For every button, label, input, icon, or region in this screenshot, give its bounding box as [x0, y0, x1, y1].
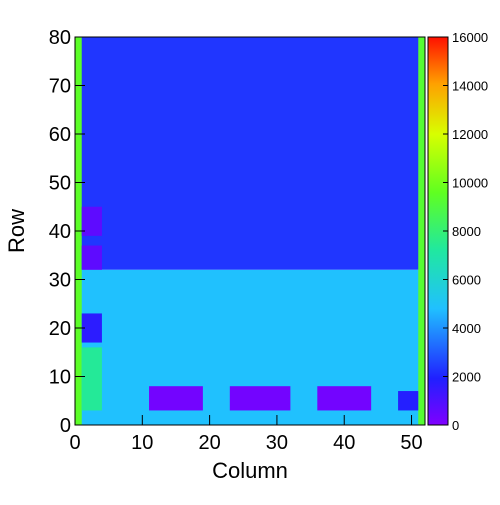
heatmap-cells [75, 37, 425, 425]
colorbar-tick-label: 2000 [452, 370, 481, 385]
y-tick-label: 50 [49, 173, 71, 195]
colorbar-tick-label: 4000 [452, 321, 481, 336]
heatmap-cell-bottom-purple-block-2 [229, 386, 291, 411]
colorbar-tick-label: 12000 [452, 127, 488, 142]
x-tick-label: 20 [198, 432, 220, 454]
colorbar-tick-label: 0 [452, 418, 459, 433]
colorbar-tick-label: 8000 [452, 224, 481, 239]
y-axis-title: Row [4, 209, 29, 253]
heatmap-cell-bottom-right-blue-block [398, 391, 419, 411]
x-tick-label: 50 [400, 432, 422, 454]
x-tick-label: 30 [266, 432, 288, 454]
y-tick-label: 60 [49, 124, 71, 146]
heatmap-cell-bottom-purple-block-1 [149, 386, 203, 411]
y-tick-label: 40 [49, 221, 71, 243]
colorbar-tick-label: 10000 [452, 176, 488, 191]
y-tick-label: 30 [49, 270, 71, 292]
y-axis: 0 10 20 30 40 50 60 70 80 [49, 27, 85, 437]
heatmap-cell-right-edge-strip [418, 37, 425, 425]
y-tick-label: 70 [49, 76, 71, 98]
y-tick-label: 0 [60, 415, 71, 437]
y-tick-label: 20 [49, 318, 71, 340]
y-tick-label: 10 [49, 367, 71, 389]
heatmap-cell-left-blue-block [81, 313, 102, 343]
x-axis: 0 10 20 30 40 50 [69, 415, 423, 454]
x-tick-label: 40 [333, 432, 355, 454]
heatmap-cell-bottom-purple-block-3 [317, 386, 372, 411]
x-tick-label: 0 [69, 432, 80, 454]
y-tick-label: 80 [49, 27, 71, 49]
x-tick-label: 10 [131, 432, 153, 454]
colorbar-tick-label: 14000 [452, 79, 488, 94]
colorbar-tick-label: 6000 [452, 273, 481, 288]
colorbar-axis: 0 2000 4000 6000 8000 10000 12000 14000 16000 [443, 30, 488, 433]
colorbar-tick-label: 16000 [452, 30, 488, 45]
x-axis-title: Column [212, 458, 288, 483]
heatmap-cell-left-dark-block-upper [81, 206, 102, 236]
heatmap-cell-upper-background [75, 37, 425, 270]
heatmap-cell-left-green-block [81, 347, 102, 411]
heatmap-cell-left-dark-block-lower [81, 245, 102, 270]
